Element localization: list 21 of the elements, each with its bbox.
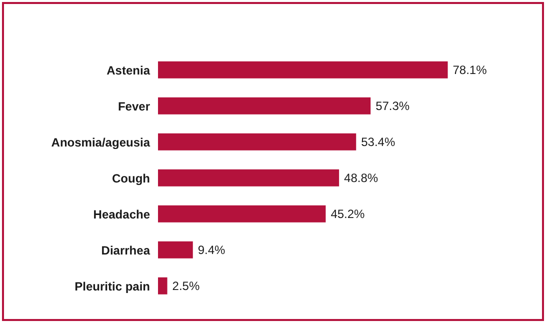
- bar: [158, 133, 356, 150]
- data-label: 78.1%: [452, 63, 488, 78]
- data-label: 9.4%: [198, 243, 226, 258]
- y-tick-label: Fever: [118, 99, 150, 114]
- bar: [158, 277, 168, 294]
- data-label: 53.4%: [361, 135, 396, 150]
- bar: [158, 97, 371, 114]
- bar: [158, 61, 448, 78]
- y-tick-label: Astenia: [106, 63, 150, 78]
- bar: [158, 205, 326, 222]
- data-label: 45.2%: [330, 207, 366, 222]
- y-tick-label: Anosmia/ageusia: [51, 135, 150, 150]
- y-tick-label: Diarrhea: [101, 243, 150, 258]
- data-label: 48.8%: [344, 171, 378, 186]
- y-tick-label: Cough: [112, 171, 150, 186]
- y-tick-label: Pleuritic pain: [74, 279, 150, 294]
- bar: [158, 241, 193, 258]
- data-label: 57.3%: [376, 99, 410, 114]
- y-tick-label: Headache: [93, 207, 150, 222]
- data-label: 2.5%: [172, 279, 200, 294]
- bar: [158, 169, 340, 186]
